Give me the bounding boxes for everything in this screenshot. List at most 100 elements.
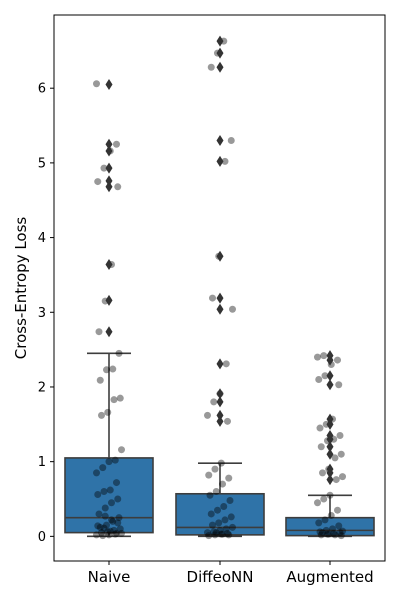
data-point — [115, 349, 123, 357]
outlier-marker — [326, 430, 334, 442]
data-point — [100, 524, 108, 532]
data-point — [227, 513, 235, 521]
data-point — [316, 424, 324, 432]
data-point — [113, 479, 120, 487]
data-point — [205, 532, 213, 540]
outlier-marker — [326, 350, 334, 362]
data-point — [103, 521, 110, 529]
outlier-marker — [326, 413, 334, 425]
data-point — [219, 530, 226, 538]
outlier-marker — [216, 415, 224, 427]
data-point — [204, 529, 211, 537]
data-point — [319, 529, 326, 537]
data-point — [339, 527, 346, 535]
data-point — [321, 516, 329, 524]
data-point — [205, 471, 213, 479]
data-point — [329, 525, 336, 533]
data-point — [114, 495, 122, 503]
data-point — [336, 529, 344, 537]
data-point — [114, 183, 122, 191]
data-point — [227, 136, 235, 144]
outlier-marker — [105, 181, 113, 193]
data-point — [211, 465, 219, 473]
data-point — [221, 516, 229, 524]
outlier-marker — [326, 474, 334, 486]
data-point — [337, 450, 345, 458]
outlier-marker — [105, 326, 113, 338]
data-point — [96, 376, 104, 384]
data-point — [226, 496, 234, 504]
data-point — [104, 528, 112, 536]
outlier-marker — [326, 463, 334, 475]
data-point — [210, 398, 218, 406]
y-axis: 0 1 2 3 4 5 6 — [38, 82, 54, 545]
data-point — [217, 459, 225, 467]
data-point — [98, 411, 105, 419]
outlier-marker — [216, 35, 224, 47]
data-point — [209, 521, 216, 529]
outlier-marker — [216, 303, 224, 315]
data-point — [106, 486, 114, 494]
data-point — [106, 527, 114, 535]
data-point — [109, 517, 117, 525]
data-point — [100, 488, 108, 496]
outlier-marker — [326, 379, 334, 391]
data-point — [335, 381, 343, 389]
data-point — [314, 353, 321, 361]
data-point — [98, 529, 105, 537]
data-point — [222, 525, 230, 533]
data-point — [334, 506, 341, 514]
data-point — [99, 464, 107, 472]
data-point — [111, 456, 119, 464]
data-point — [214, 506, 221, 514]
y-tick-label: 4 — [38, 231, 46, 246]
data-point — [96, 523, 104, 531]
data-point — [95, 510, 103, 518]
data-point — [115, 514, 123, 522]
y-tick-label: 3 — [38, 306, 46, 321]
data-point — [118, 529, 125, 537]
data-point — [219, 480, 226, 488]
data-point — [225, 531, 233, 539]
data-point — [99, 532, 107, 540]
outlier-marker — [216, 134, 224, 146]
data-point — [113, 140, 120, 148]
data-point — [104, 408, 112, 416]
box-group-diffeonn — [175, 35, 265, 540]
data-point — [108, 499, 115, 507]
data-point — [210, 528, 218, 536]
outlier-marker — [216, 358, 224, 370]
data-point — [93, 531, 100, 539]
data-point — [207, 510, 215, 518]
x-tick-label: Naive — [88, 568, 131, 586]
data-point — [339, 473, 346, 481]
data-point — [103, 366, 110, 374]
data-point — [319, 469, 326, 477]
outlier-marker — [105, 258, 113, 270]
data-point — [206, 491, 214, 499]
data-point — [105, 458, 113, 466]
data-point — [331, 531, 339, 539]
data-point — [320, 495, 328, 503]
data-point — [116, 394, 124, 402]
data-point — [110, 526, 118, 534]
data-point — [110, 396, 118, 404]
data-point — [109, 365, 117, 373]
data-point — [118, 446, 125, 454]
data-point — [116, 525, 124, 533]
data-point — [111, 530, 119, 538]
outlier-marker — [326, 448, 334, 460]
data-point — [315, 375, 323, 383]
data-point — [334, 356, 341, 364]
iqr-box — [64, 457, 154, 534]
data-point — [327, 511, 335, 519]
outlier-marker — [216, 155, 224, 167]
data-point — [114, 519, 122, 527]
data-point — [113, 529, 120, 537]
data-point — [337, 532, 345, 540]
data-point — [207, 63, 215, 71]
data-point — [105, 531, 113, 539]
data-point — [335, 522, 343, 530]
y-tick-label: 6 — [38, 82, 46, 97]
